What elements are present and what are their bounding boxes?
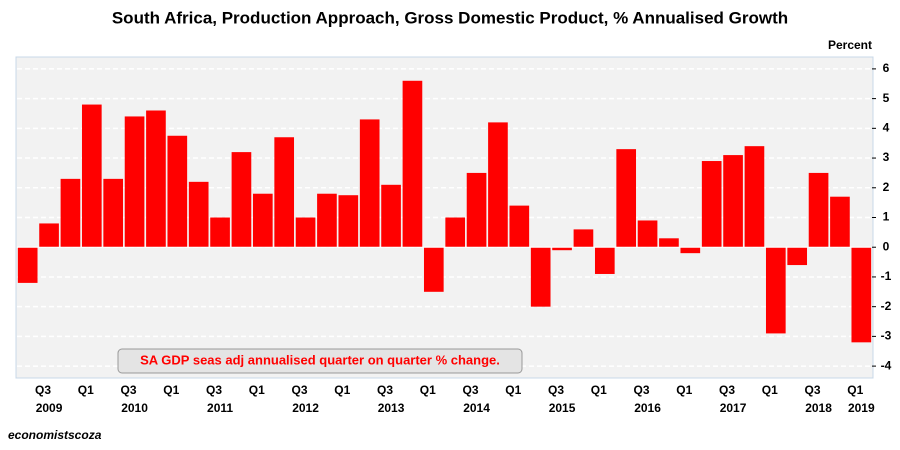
year-label: 2009 <box>36 401 63 415</box>
bar <box>808 172 829 248</box>
x-tick-label: Q1 <box>847 383 863 397</box>
bar <box>402 80 423 248</box>
x-tick-label: Q3 <box>548 383 564 397</box>
bar <box>338 195 359 248</box>
annotation-box <box>117 348 523 374</box>
bar <box>167 135 188 248</box>
bar <box>659 238 679 248</box>
x-tick-label: Q3 <box>463 383 479 397</box>
x-tick-label: Q3 <box>719 383 735 397</box>
year-label: 2014 <box>463 401 490 415</box>
x-tick-label: Q3 <box>377 383 393 397</box>
x-tick-label: Q3 <box>634 383 650 397</box>
y-tick-label: 5 <box>883 91 890 105</box>
bar <box>830 196 850 248</box>
bar <box>359 119 380 248</box>
x-tick-label: Q1 <box>505 383 521 397</box>
year-label: 2018 <box>805 401 832 415</box>
year-label: 2017 <box>720 401 747 415</box>
bar <box>423 247 444 292</box>
x-tick-label: Q3 <box>292 383 308 397</box>
bar <box>851 247 872 343</box>
year-label: 2015 <box>549 401 576 415</box>
bar <box>381 184 401 248</box>
bar <box>701 161 722 248</box>
x-tick-label: Q1 <box>78 383 94 397</box>
year-label: 2012 <box>292 401 319 415</box>
x-tick-label: Q3 <box>206 383 222 397</box>
y-tick-label: 3 <box>883 150 890 164</box>
bar <box>317 193 337 248</box>
x-tick-label: Q1 <box>249 383 265 397</box>
x-tick-label: Q1 <box>762 383 778 397</box>
year-label: 2019 <box>848 401 875 415</box>
x-tick-label: Q3 <box>35 383 51 397</box>
y-tick-label: 0 <box>883 239 890 253</box>
bar <box>210 217 230 248</box>
bar <box>124 116 145 248</box>
bar <box>509 205 530 248</box>
y-tick-label: 1 <box>883 210 890 224</box>
bar <box>723 155 743 248</box>
bar <box>188 181 209 248</box>
y-tick-label: 4 <box>883 121 890 135</box>
year-label: 2016 <box>634 401 661 415</box>
bar <box>765 247 786 334</box>
bar <box>552 247 572 251</box>
y-tick-label: -1 <box>881 269 892 283</box>
bar <box>637 220 658 248</box>
bar <box>594 247 615 274</box>
bar <box>17 247 38 283</box>
bar <box>231 152 252 248</box>
bar <box>680 247 701 254</box>
bar <box>81 104 102 248</box>
y-tick-label: -3 <box>881 329 892 343</box>
source: economistscoza <box>8 428 102 442</box>
bar <box>616 149 637 248</box>
x-tick-label: Q1 <box>163 383 179 397</box>
y-tick-label: 2 <box>883 180 890 194</box>
x-tick-label: Q1 <box>676 383 692 397</box>
x-tick-label: Q1 <box>334 383 350 397</box>
year-label: 2011 <box>207 401 233 415</box>
bar <box>445 217 466 248</box>
y-tick-label: -2 <box>881 299 892 313</box>
bar <box>103 178 124 248</box>
chart-title: South Africa, Production Approach, Gross… <box>112 8 788 27</box>
bar <box>39 223 59 248</box>
y-tick-label: -4 <box>881 358 892 372</box>
x-tick-label: Q3 <box>121 383 137 397</box>
x-tick-label: Q1 <box>420 383 436 397</box>
year-label: 2010 <box>121 401 148 415</box>
bar <box>787 247 808 266</box>
x-tick-label: Q3 <box>805 383 821 397</box>
bar <box>744 146 765 248</box>
bar <box>573 229 594 248</box>
bar <box>274 137 295 248</box>
x-tick-label: Q1 <box>591 383 607 397</box>
year-label: 2013 <box>378 401 405 415</box>
bar <box>252 193 273 248</box>
bar <box>488 122 508 248</box>
bar <box>295 217 316 248</box>
bar <box>60 178 81 248</box>
annotation: SA GDP seas adj annualised quarter on qu… <box>140 352 500 367</box>
bar <box>466 172 487 248</box>
bar <box>530 247 551 307</box>
y-tick-label: 6 <box>883 61 890 75</box>
y-axis-label: Percent <box>828 38 872 52</box>
bar <box>146 110 166 248</box>
